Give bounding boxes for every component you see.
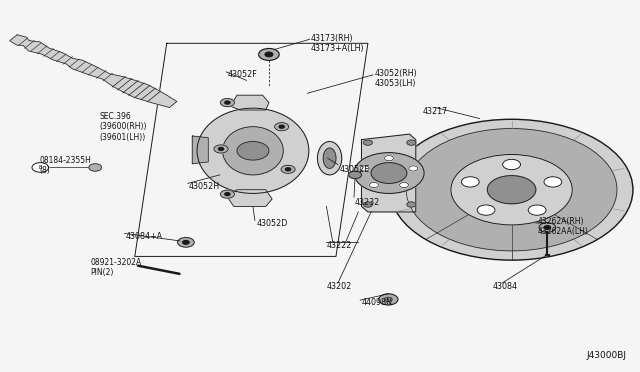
Text: B: B [38, 165, 42, 170]
Ellipse shape [197, 108, 309, 193]
Circle shape [399, 182, 408, 187]
Text: 43222: 43222 [326, 241, 352, 250]
Text: 08184-2355H
(8): 08184-2355H (8) [39, 156, 91, 175]
Text: 43052(RH)
43053(LH): 43052(RH) 43053(LH) [374, 69, 417, 88]
Circle shape [265, 52, 273, 57]
Circle shape [285, 168, 291, 171]
Circle shape [177, 237, 194, 247]
Circle shape [502, 159, 520, 170]
Circle shape [275, 123, 289, 131]
Circle shape [487, 176, 536, 204]
Circle shape [218, 147, 223, 150]
Circle shape [407, 202, 416, 207]
Circle shape [182, 240, 189, 244]
Ellipse shape [317, 141, 342, 175]
Text: J43000BJ: J43000BJ [586, 351, 627, 360]
Circle shape [544, 226, 550, 230]
Circle shape [390, 119, 633, 260]
Circle shape [379, 294, 398, 305]
Circle shape [528, 205, 546, 215]
Text: 43052F: 43052F [227, 70, 257, 79]
Circle shape [539, 223, 556, 232]
Circle shape [385, 155, 394, 161]
Circle shape [451, 154, 572, 225]
Polygon shape [227, 190, 272, 206]
Circle shape [407, 140, 416, 145]
Ellipse shape [323, 148, 336, 169]
Polygon shape [362, 134, 416, 212]
Text: 43052H: 43052H [189, 182, 220, 190]
Text: 43084+A: 43084+A [125, 231, 163, 241]
Text: 44098N: 44098N [362, 298, 392, 307]
Circle shape [477, 205, 495, 215]
Circle shape [409, 166, 418, 171]
Text: 43084: 43084 [493, 282, 518, 291]
Circle shape [225, 101, 230, 104]
Circle shape [220, 190, 234, 198]
Text: SEC.396
(39600(RH))
(39601(LH)): SEC.396 (39600(RH)) (39601(LH)) [100, 112, 147, 142]
Circle shape [225, 193, 230, 196]
Circle shape [349, 171, 362, 179]
Circle shape [220, 99, 234, 107]
Ellipse shape [223, 127, 284, 175]
Text: 43052D: 43052D [256, 219, 287, 228]
Circle shape [544, 177, 562, 187]
Circle shape [32, 163, 49, 172]
Text: 43202: 43202 [326, 282, 352, 291]
Text: 43217: 43217 [422, 108, 447, 116]
Circle shape [406, 129, 617, 251]
Circle shape [369, 182, 378, 187]
Circle shape [461, 177, 479, 187]
Polygon shape [230, 95, 269, 110]
Circle shape [364, 140, 372, 145]
Text: 43262A(RH)
43262AA(LH): 43262A(RH) 43262AA(LH) [537, 217, 588, 237]
Circle shape [360, 166, 369, 171]
Circle shape [354, 153, 424, 193]
Circle shape [364, 202, 372, 207]
Circle shape [259, 48, 279, 60]
Circle shape [89, 164, 102, 171]
Circle shape [281, 165, 295, 173]
Polygon shape [10, 35, 177, 108]
Text: 43052E: 43052E [339, 165, 369, 174]
Circle shape [279, 125, 284, 128]
Circle shape [214, 145, 228, 153]
Text: 43173(RH)
43173+A(LH): 43173(RH) 43173+A(LH) [310, 33, 364, 53]
Circle shape [237, 141, 269, 160]
Text: 43232: 43232 [355, 198, 380, 207]
Text: 08921-3202A
PIN(2): 08921-3202A PIN(2) [90, 258, 141, 277]
Circle shape [385, 297, 392, 302]
Polygon shape [192, 136, 208, 164]
Circle shape [371, 163, 407, 183]
